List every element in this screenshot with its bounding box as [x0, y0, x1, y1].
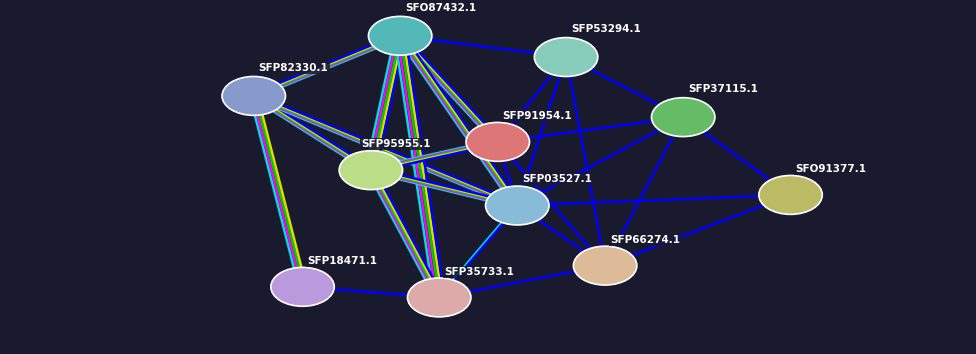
- Text: SFP35733.1: SFP35733.1: [444, 267, 514, 277]
- Text: SFO87432.1: SFO87432.1: [405, 3, 476, 13]
- Text: SFP37115.1: SFP37115.1: [688, 84, 758, 94]
- Text: SFP82330.1: SFP82330.1: [259, 63, 328, 73]
- Ellipse shape: [270, 267, 334, 306]
- Ellipse shape: [652, 98, 714, 137]
- Ellipse shape: [467, 122, 530, 161]
- Text: SFP53294.1: SFP53294.1: [571, 24, 640, 34]
- Ellipse shape: [574, 246, 637, 285]
- Ellipse shape: [340, 151, 403, 190]
- Ellipse shape: [485, 186, 549, 225]
- Text: SFO91377.1: SFO91377.1: [795, 164, 867, 174]
- Text: SFP18471.1: SFP18471.1: [307, 256, 378, 266]
- Ellipse shape: [408, 278, 471, 317]
- Text: SFP95955.1: SFP95955.1: [361, 139, 430, 149]
- Text: SFP03527.1: SFP03527.1: [522, 174, 592, 184]
- Text: SFP91954.1: SFP91954.1: [503, 111, 572, 121]
- Ellipse shape: [222, 76, 286, 115]
- Ellipse shape: [368, 16, 431, 55]
- Ellipse shape: [759, 176, 823, 215]
- Text: SFP66274.1: SFP66274.1: [610, 235, 680, 245]
- Ellipse shape: [534, 38, 597, 76]
